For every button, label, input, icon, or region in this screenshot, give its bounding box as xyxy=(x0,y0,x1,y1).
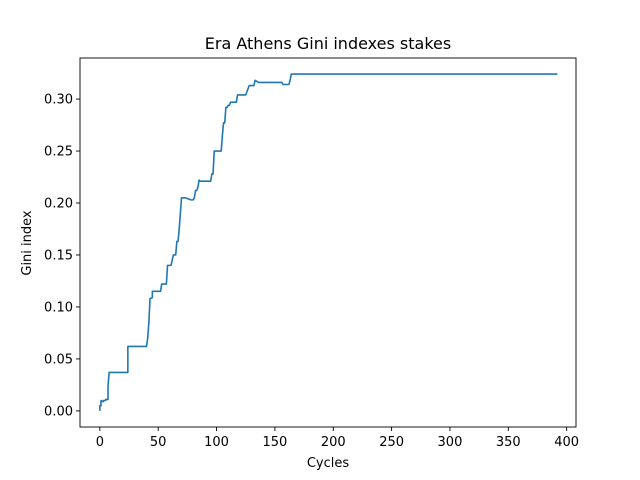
y-tick-label: 0.10 xyxy=(44,300,73,315)
x-axis: 0 50 100 150 200 250 300 350 400 xyxy=(96,427,579,450)
y-tick-label: 0.05 xyxy=(44,352,73,367)
x-tick-label: 100 xyxy=(204,435,229,450)
plot-area xyxy=(79,57,577,428)
chart-title: Era Athens Gini indexes stakes xyxy=(205,34,451,53)
y-tick-label: 0.00 xyxy=(44,404,73,419)
x-tick-label: 250 xyxy=(379,435,404,450)
x-tick-label: 200 xyxy=(321,435,346,450)
x-tick-label: 350 xyxy=(496,435,521,450)
x-tick-label: 300 xyxy=(438,435,463,450)
y-tick-label: 0.25 xyxy=(44,145,73,160)
series-line-0 xyxy=(99,73,558,411)
x-tick-label: 50 xyxy=(150,435,167,450)
x-tick-label: 400 xyxy=(554,435,579,450)
axes-frame xyxy=(79,57,577,428)
x-axis-label: Cycles xyxy=(307,456,350,471)
y-tick-label: 0.20 xyxy=(44,197,73,212)
x-tick-label: 0 xyxy=(96,435,104,450)
y-tick-label: 0.15 xyxy=(44,248,73,263)
x-tick-label: 150 xyxy=(262,435,287,450)
y-axis-label: Gini index xyxy=(20,210,35,276)
y-axis: 0.00 0.05 0.10 0.15 0.20 0.25 0.30 xyxy=(44,93,80,419)
y-tick-label: 0.30 xyxy=(44,93,73,108)
